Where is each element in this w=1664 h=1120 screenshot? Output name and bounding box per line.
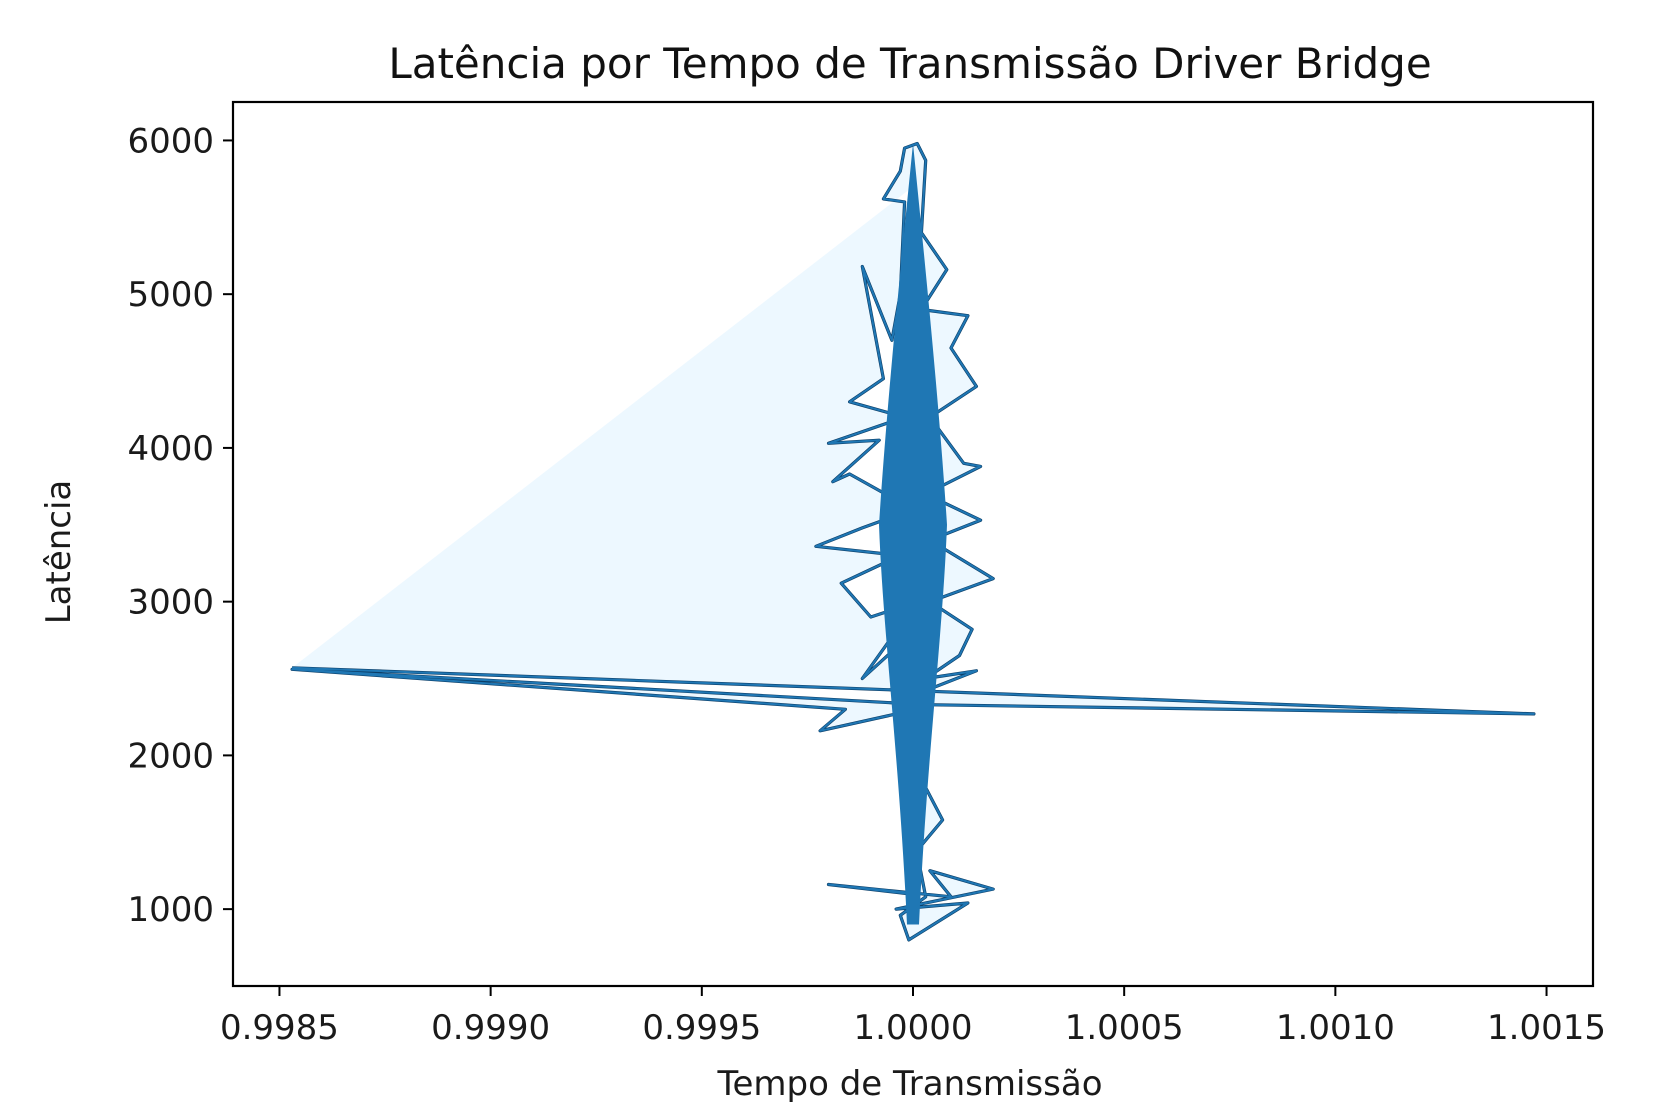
x-tick-label: 1.0015	[1487, 1008, 1606, 1048]
y-tick-label: 4000	[127, 429, 214, 469]
series-dense-core	[879, 143, 947, 925]
x-axis-label: Tempo de Transmissão	[716, 1064, 1102, 1104]
x-tick-label: 1.0000	[854, 1008, 973, 1048]
chart-title: Latência por Tempo de Transmissão Driver…	[388, 39, 1431, 88]
x-axis: 0.9985 0.9990 0.9995 1.0000 1.0005 1.0010 1.00…	[220, 986, 1606, 1048]
x-tick-label: 0.9990	[431, 1008, 550, 1048]
series-layer	[290, 141, 1536, 942]
y-tick-label: 6000	[127, 121, 214, 161]
x-tick-label: 1.0005	[1065, 1008, 1184, 1048]
x-tick-label: 1.0010	[1276, 1008, 1395, 1048]
x-tick-label: 0.9995	[642, 1008, 761, 1048]
y-tick-label: 2000	[127, 736, 214, 776]
y-tick-label: 1000	[127, 890, 214, 930]
y-tick-label: 5000	[127, 275, 214, 315]
y-axis: 1000 2000 3000 4000 5000 6000	[127, 121, 233, 930]
x-tick-label: 0.9985	[220, 1008, 339, 1048]
y-tick-label: 3000	[127, 583, 214, 623]
y-axis-label: Latência	[39, 480, 79, 625]
